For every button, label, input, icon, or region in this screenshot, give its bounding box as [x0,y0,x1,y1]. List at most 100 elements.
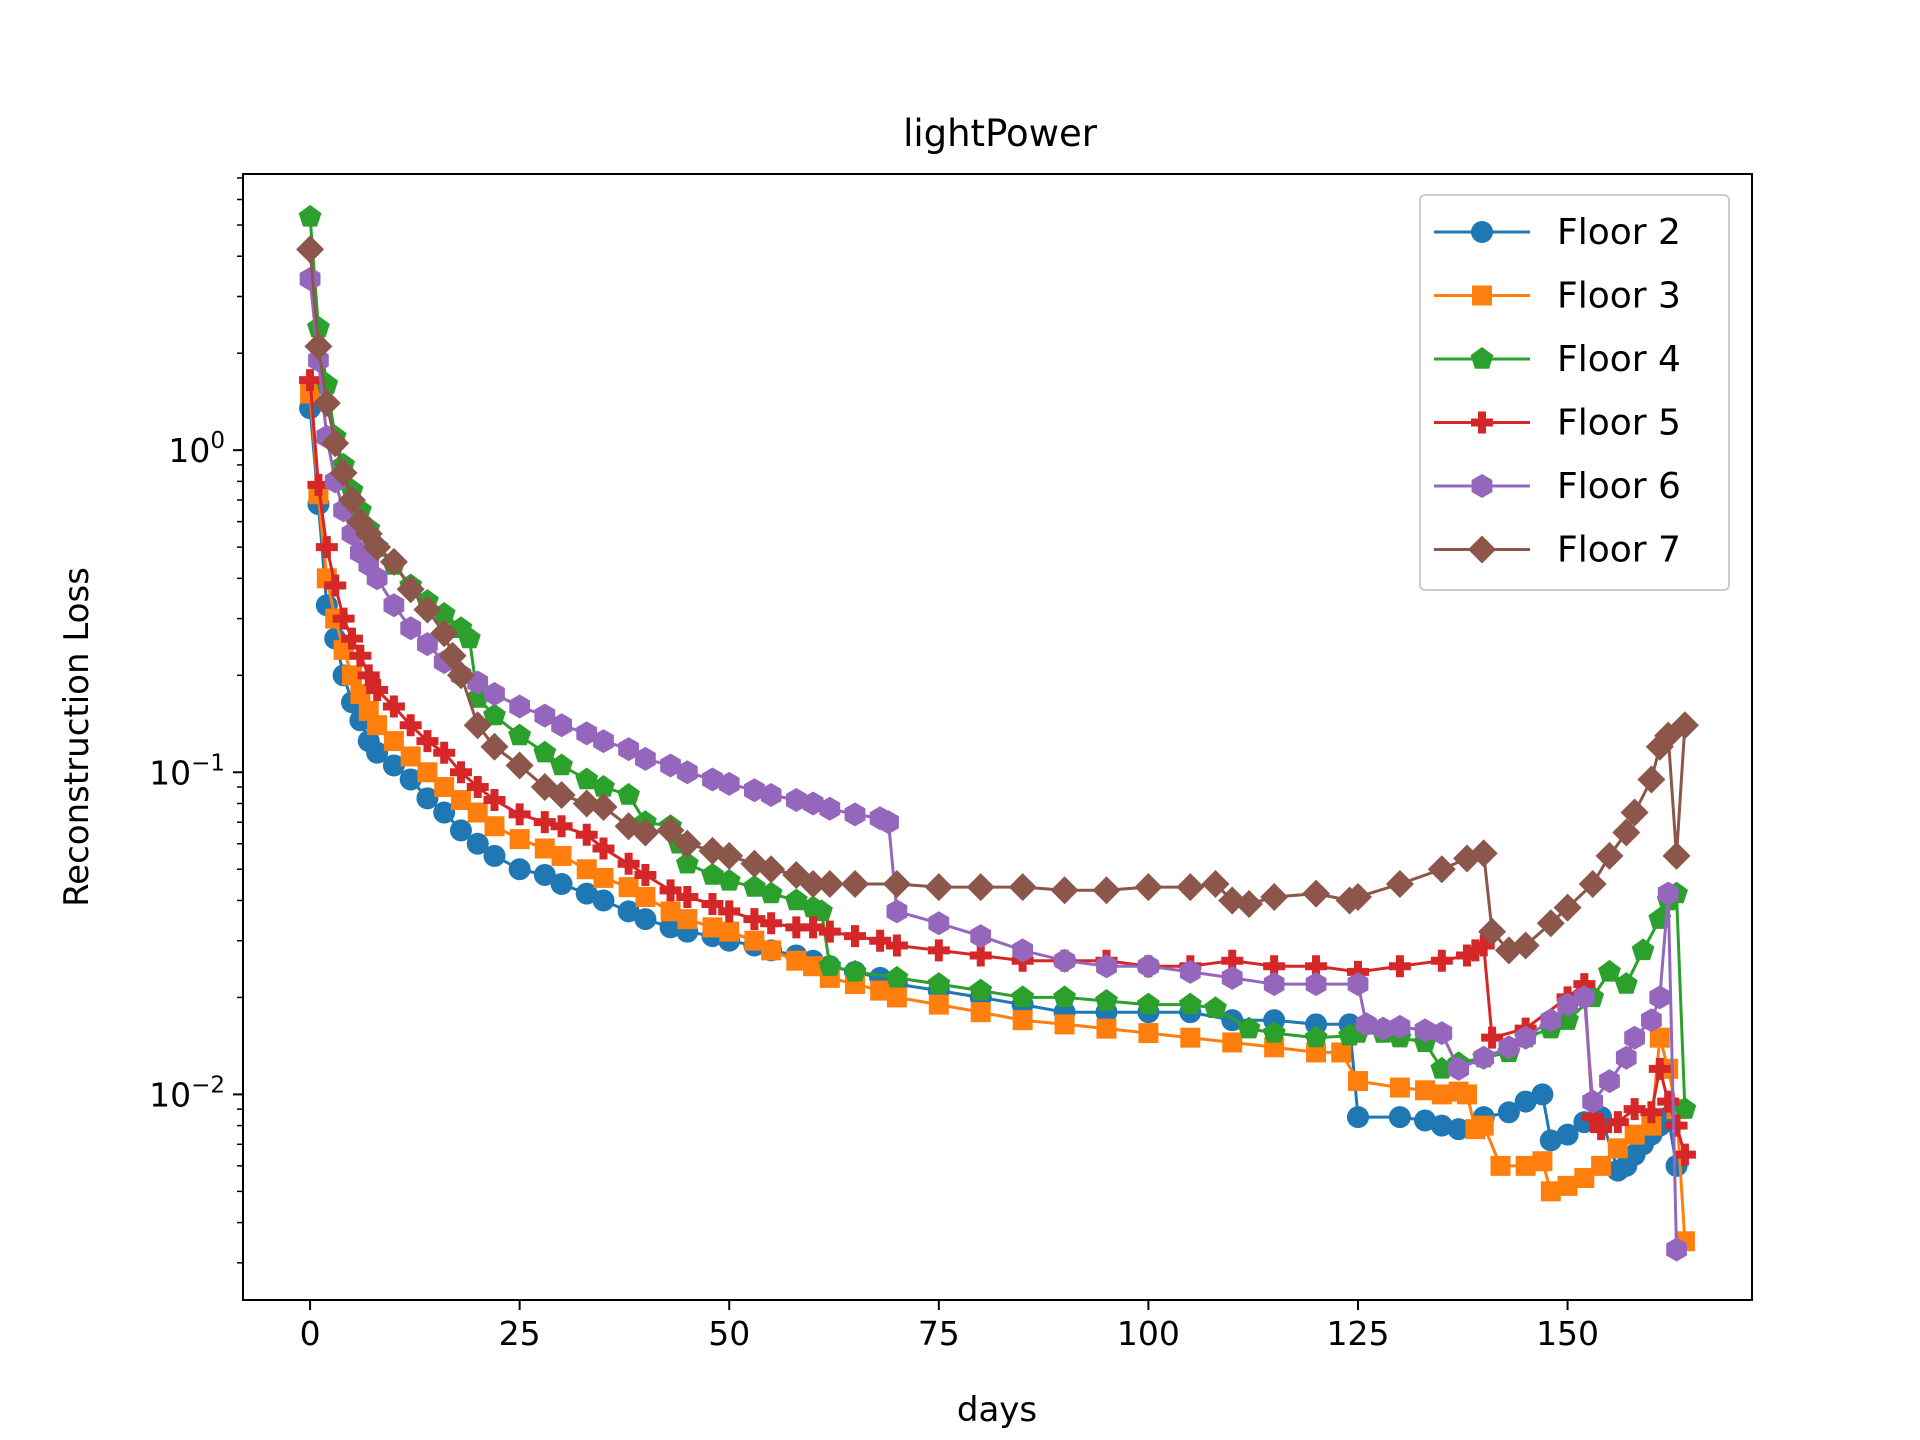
data-point [509,829,530,850]
data-point [367,715,388,736]
data-point [589,793,618,821]
plot-area [296,204,1699,1262]
data-point [416,730,439,753]
data-point [656,816,685,845]
data-point [885,965,909,988]
data-point [332,607,355,630]
data-point [924,873,953,902]
data-point [802,916,825,939]
data-point [1469,839,1498,868]
data-point [701,893,724,916]
data-point [307,315,330,338]
data-point [483,789,506,812]
data-point [719,921,740,942]
data-point [815,870,844,898]
data-point [1053,985,1076,1008]
data-point [882,870,911,898]
data-point [870,980,891,1001]
data-point [534,703,556,728]
data-point [1134,873,1163,902]
data-point [1473,1045,1495,1070]
data-point [1180,1027,1201,1048]
data-point [743,908,766,931]
data-point [550,753,573,776]
y-tick-label: 100 [168,428,225,470]
data-point [1540,1008,1562,1033]
data-point [675,851,699,874]
data-point [1606,1111,1629,1134]
data-point [1573,973,1596,996]
data-point [660,901,681,922]
data-point [717,868,741,891]
data-point [1176,873,1205,902]
legend-marker [1470,347,1494,369]
data-point [1536,909,1565,938]
x-tick-label: 150 [1536,1314,1599,1353]
data-point [1305,972,1327,997]
data-point [757,855,786,884]
data-point [467,802,488,823]
data-point [1179,959,1201,984]
data-point [366,741,389,764]
data-point [886,987,907,1008]
data-point [1431,1021,1453,1046]
data-point [1356,1012,1377,1037]
x-tick-label: 50 [708,1314,750,1353]
data-point [466,686,490,708]
series-floor-7 [296,235,1699,965]
data-point [1431,1084,1452,1105]
data-point [1607,1138,1628,1159]
data-point [760,912,783,935]
data-point [400,616,422,641]
x-tick-label: 125 [1326,1314,1389,1353]
data-point [1578,870,1607,898]
data-point [1347,972,1369,997]
data-point [618,877,639,898]
data-point [970,1002,991,1023]
data-point [785,916,808,939]
data-point [1641,1115,1662,1136]
legend-label: Floor 5 [1557,403,1681,444]
data-point [534,838,555,859]
data-point [1649,1027,1670,1048]
data-point [449,819,472,842]
data-point [803,956,824,977]
data-point [592,889,615,912]
data-point [593,729,614,754]
legend-item: Floor 2 [1434,212,1681,253]
data-point [676,886,699,909]
data-point [1590,1118,1613,1141]
data-point [1515,1025,1536,1050]
data-point [1011,985,1035,1008]
data-point [928,911,950,936]
data-point [1481,1026,1504,1049]
data-point [1138,954,1159,979]
data-point [818,920,841,943]
data-point [433,741,456,764]
data-point [1456,1084,1477,1105]
data-point [383,593,405,618]
data-point [312,389,341,418]
data-point [350,683,371,704]
data-point [592,837,615,860]
data-point [841,870,869,898]
y-axis-label: Reconstruction Loss [57,567,97,907]
data-point [1448,1056,1469,1081]
data-point [447,661,475,690]
data-point [1640,1101,1663,1124]
data-point [315,536,338,559]
data-point [1346,1106,1369,1129]
data-point [1430,949,1453,972]
data-point [450,790,471,811]
data-point [396,575,425,604]
data-point [1670,711,1699,740]
data-point [1591,1155,1612,1176]
data-point [1260,883,1289,911]
data-point [744,930,765,951]
data-point [785,788,807,812]
data-point [1331,1042,1352,1063]
data-point [718,771,740,796]
legend-item: Floor 7 [1434,530,1681,571]
data-point [1497,1101,1520,1124]
data-point [1595,841,1624,870]
